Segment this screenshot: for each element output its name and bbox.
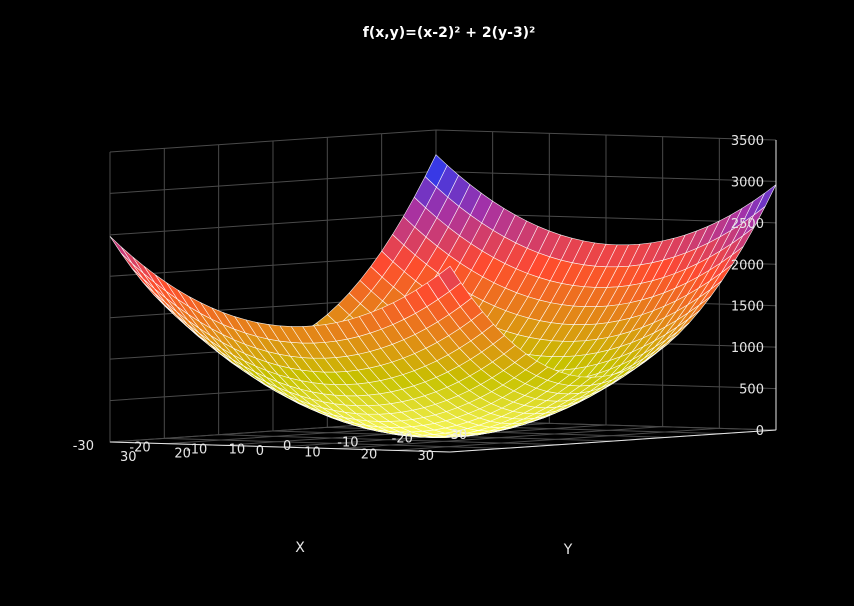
x-tick-label: -20: [129, 441, 150, 456]
z-tick-label: 2500: [731, 217, 764, 232]
axes: [109, 139, 777, 453]
z-tick-label: 0: [756, 424, 764, 439]
z-tick-label: 3000: [731, 175, 764, 190]
y-tick-label: 20: [174, 446, 191, 461]
x-tick-label: 20: [361, 447, 378, 462]
y-gridline: [218, 144, 559, 446]
chart-title: f(x,y)=(x-2)² + 2(y-3)²: [363, 25, 535, 41]
z-tick-label: 2000: [731, 258, 764, 273]
z-tick-label: 3500: [731, 134, 764, 149]
y-axis-line: [109, 441, 451, 453]
surface-patch: [109, 236, 133, 264]
x-axis-label: X: [295, 540, 305, 556]
z-tick-label: 1500: [731, 300, 764, 315]
y-tick-label: 10: [229, 443, 246, 458]
z-tick-label: 500: [739, 383, 764, 398]
y-tick-label: 0: [283, 439, 291, 454]
y-tick-label: -10: [337, 435, 358, 450]
surface-patch: [121, 246, 144, 274]
x-tick-label: 10: [304, 446, 321, 461]
y-gridline: [326, 137, 668, 438]
y-gridline: [272, 140, 614, 442]
x-axis-line: [449, 429, 777, 453]
y-tick-label: 30: [120, 450, 137, 465]
x-tick-label: -10: [186, 442, 207, 457]
x-tick-label: 0: [256, 444, 264, 459]
x-tick-label: -30: [73, 439, 94, 454]
y-gridline: [163, 148, 505, 449]
y-tick-label: -30: [446, 428, 467, 443]
z-gridline: [109, 129, 777, 153]
surface-patch: [438, 265, 462, 292]
y-tick-label: -20: [392, 432, 413, 447]
x-tick-label: 30: [417, 449, 434, 464]
surface-mesh: [109, 154, 777, 438]
y-axis-label: Y: [563, 542, 573, 558]
tick-labels: 0 500 1000 1500 2000 2500 3000 3500 -30 -20 -10 0 10…: [73, 134, 764, 465]
z-tick-label: 1000: [731, 341, 764, 356]
